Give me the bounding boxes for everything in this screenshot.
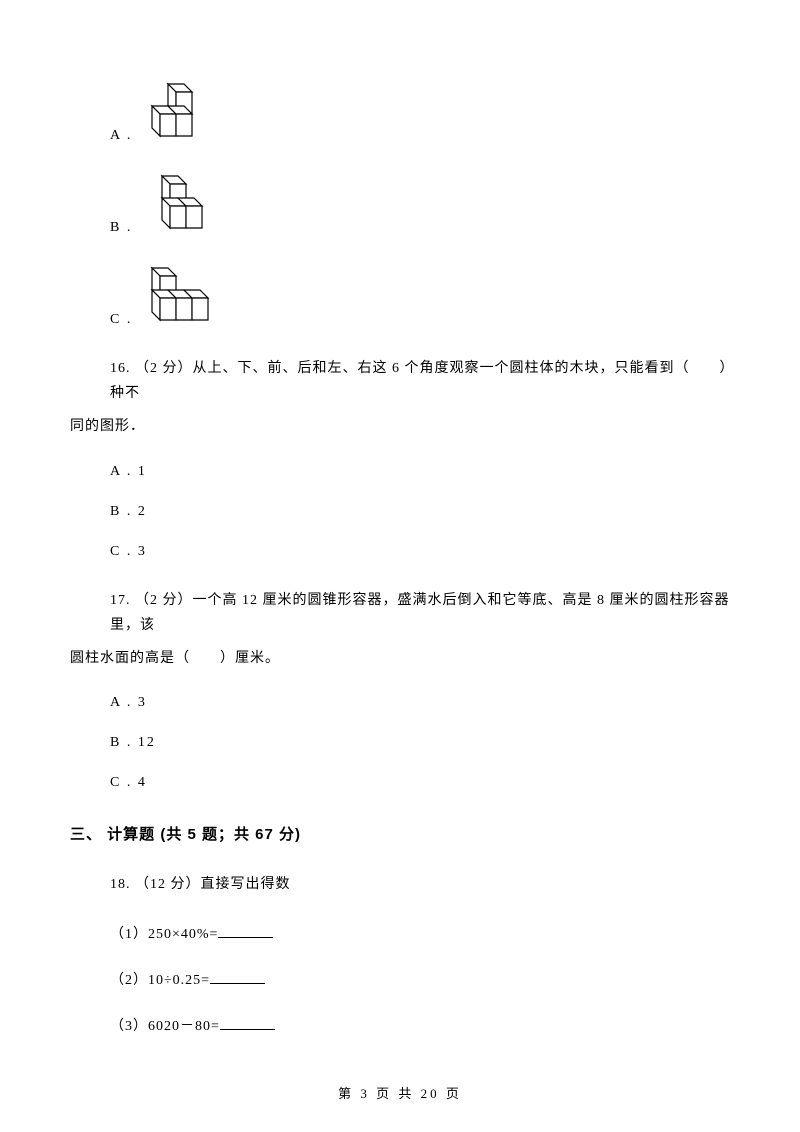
option-c-row: C . [110,264,730,328]
q18-sub1-text: （1）250×40%= [110,927,218,942]
section-3-header: 三、 计算题 (共 5 题；共 67 分) [70,823,730,844]
option-b-row: B . [110,172,730,236]
page-footer: 第 3 页 共 20 页 [0,1083,800,1102]
blank-field[interactable] [210,970,265,984]
option-a-label: A . [110,128,132,144]
option-b-label: B . [110,220,132,236]
q16-option-a: A . 1 [110,464,730,480]
q18-sub2: （2）10÷0.25= [110,969,730,989]
blank-field[interactable] [220,1016,275,1030]
q18-text: 18. （12 分）直接写出得数 [110,872,730,897]
q17-text: 17. （2 分）一个高 12 厘米的圆锥形容器，盛满水后倒入和它等底、高是 8… [110,588,730,638]
q18-sub3: （3）6020－80= [110,1015,730,1035]
q17-cont: 圆柱水面的高是（ ）厘米。 [70,646,730,671]
q16-option-b: B . 2 [110,504,730,520]
q17-option-c: C . 4 [110,775,730,791]
q17-option-b: B . 12 [110,735,730,751]
q16-cont: 同的图形． [70,414,730,439]
option-a-row: A . [110,80,730,144]
option-c-image [140,264,224,328]
q17-option-a: A . 3 [110,695,730,711]
blank-field[interactable] [218,924,273,938]
q16-option-c: C . 3 [110,544,730,560]
q16-text: 16. （2 分）从上、下、前、后和左、右这 6 个角度观察一个圆柱体的木块，只… [110,356,730,406]
q18-sub1: （1）250×40%= [110,923,730,943]
option-c-label: C . [110,312,132,328]
option-a-image [140,80,212,144]
q18-sub3-text: （3）6020－80= [110,1019,220,1034]
option-b-image [140,172,224,236]
q18-sub2-text: （2）10÷0.25= [110,973,210,988]
